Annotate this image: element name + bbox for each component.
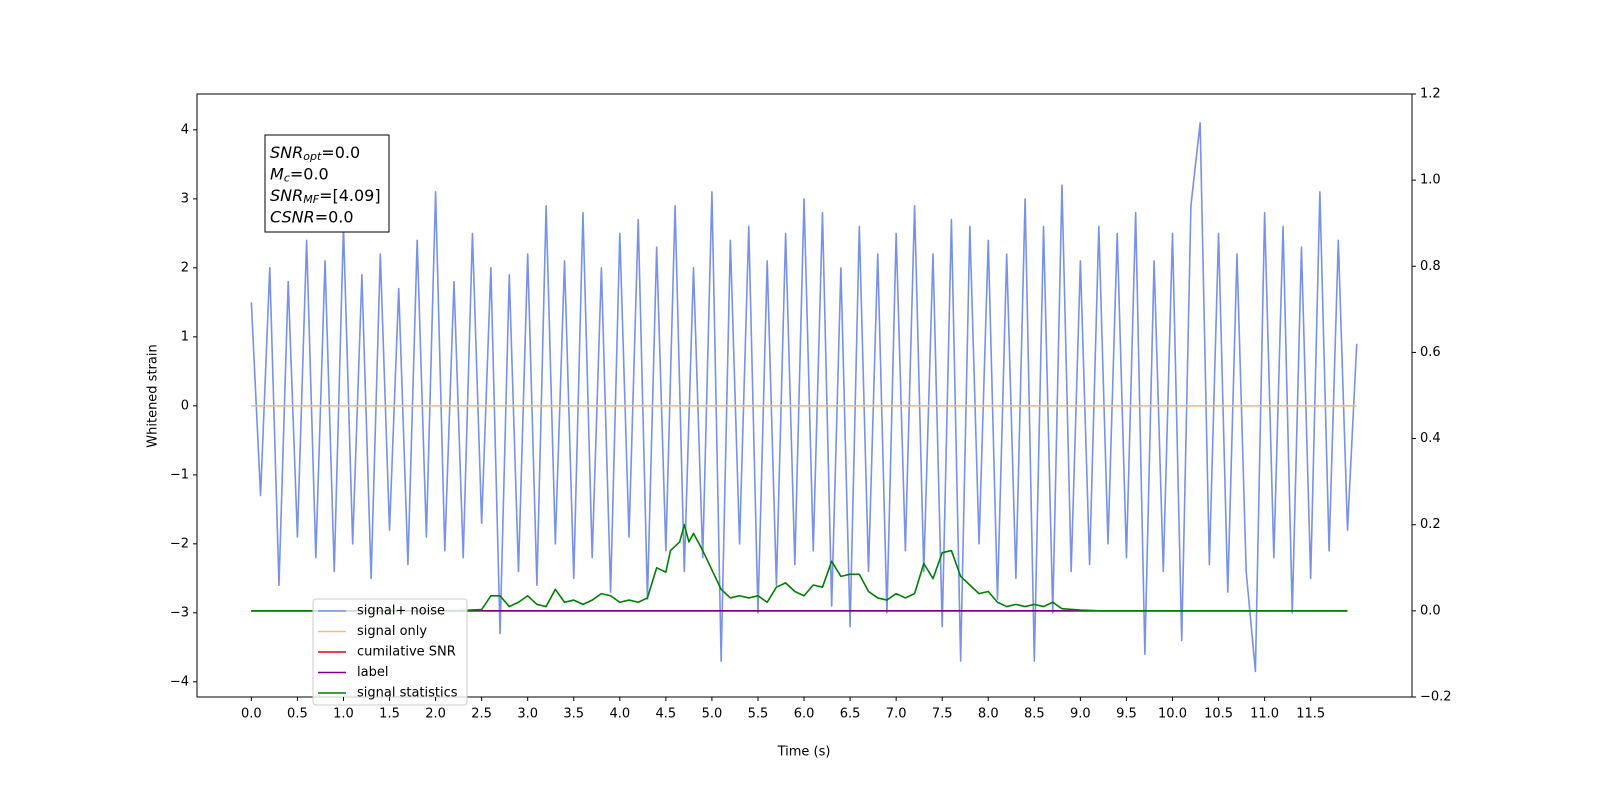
x-tick-label: 2.5 <box>471 707 492 722</box>
y2-tick-label: 1.0 <box>1420 173 1441 188</box>
x-tick-label: 9.0 <box>1070 707 1091 722</box>
annotation-subscript: opt <box>303 150 322 163</box>
x-tick-label: 11.5 <box>1296 707 1325 722</box>
annotation-symbol: M <box>270 164 284 183</box>
x-tick-label: 4.5 <box>656 707 677 722</box>
x-axis-label: Time (s) <box>777 745 831 760</box>
annotation-subscript: MF <box>303 193 319 206</box>
x-tick-label: 8.0 <box>978 707 999 722</box>
annotation-line: CSNR=0.0 <box>270 207 354 226</box>
x-tick-label: 1.0 <box>333 707 354 722</box>
series-line <box>250 122 1358 673</box>
annotation-value: =0.0 <box>290 164 329 183</box>
legend-label: signal+ noise <box>357 604 445 619</box>
legend-label: label <box>357 665 388 680</box>
annotation-line: SNRopt=0.0 <box>270 143 360 164</box>
annotation-frame <box>264 134 390 233</box>
x-tick-label: 10.5 <box>1204 707 1233 722</box>
y-tick-label: −3 <box>170 605 189 620</box>
legend-label: signal statistics <box>357 686 458 701</box>
series-line <box>251 523 1348 612</box>
x-tick-label: 3.5 <box>563 707 584 722</box>
y2-tick-label: 0.6 <box>1420 345 1441 360</box>
x-tick-label: 10.0 <box>1158 707 1187 722</box>
y2-tick-label: 1.2 <box>1420 87 1441 102</box>
x-tick-label: 7.5 <box>932 707 953 722</box>
legend-label: signal only <box>357 624 427 639</box>
y-tick-label: 0 <box>181 398 189 413</box>
legend: signal+ noise signal only cumilative SNR la… <box>312 598 468 706</box>
annotation-symbol: CSNR <box>270 207 315 226</box>
x-tick-label: 6.0 <box>794 707 815 722</box>
x-tick-label: 9.5 <box>1116 707 1137 722</box>
x-tick-label: 0.0 <box>241 707 262 722</box>
y2-tick-label: 0.4 <box>1420 431 1441 446</box>
y-tick-label: −2 <box>170 536 189 551</box>
annotation-subscript: c <box>284 172 290 185</box>
y-axis-label: Whitened strain <box>146 344 161 447</box>
annotation-value: =[4.09] <box>319 186 381 205</box>
x-tick-label: 8.5 <box>1024 707 1045 722</box>
y-tick-label: 3 <box>181 191 189 206</box>
x-tick-label: 0.5 <box>287 707 308 722</box>
x-tick-label: 11.0 <box>1250 707 1279 722</box>
x-tick-label: 1.5 <box>379 707 400 722</box>
x-tick-label: 4.0 <box>609 707 630 722</box>
annotation-value: =0.0 <box>321 143 360 162</box>
x-tick-label: 5.0 <box>702 707 723 722</box>
legend-label: cumilative SNR <box>357 645 456 660</box>
y-tick-label: 1 <box>181 329 189 344</box>
annotation-symbol: SNR <box>270 186 303 205</box>
annotation-value: =0.0 <box>315 207 354 226</box>
annotation-line: SNRMF=[4.09] <box>270 186 381 207</box>
annotation-symbol: SNR <box>270 143 303 162</box>
y-tick-label: 2 <box>181 260 189 275</box>
y2-tick-label: 0.2 <box>1420 517 1441 532</box>
legend-frame <box>312 598 468 706</box>
x-tick-label: 7.0 <box>886 707 907 722</box>
y2-tick-label: 0.0 <box>1420 603 1441 618</box>
annotation-line: Mc=0.0 <box>270 164 329 185</box>
x-tick-label: 3.0 <box>517 707 538 722</box>
y-tick-label: 4 <box>181 122 189 137</box>
y2-tick-label: 0.8 <box>1420 259 1441 274</box>
x-tick-label: 5.5 <box>748 707 769 722</box>
x-tick-label: 2.0 <box>425 707 446 722</box>
y-tick-label: −4 <box>170 674 189 689</box>
y-tick-label: −1 <box>170 467 189 482</box>
y2-tick-label: −0.2 <box>1420 690 1452 705</box>
x-tick-label: 6.5 <box>840 707 861 722</box>
